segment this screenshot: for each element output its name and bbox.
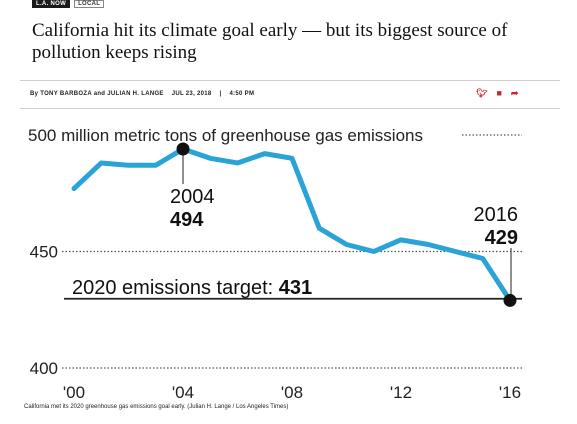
header-divider-bottom <box>20 108 560 109</box>
emissions-series-line <box>71 146 513 303</box>
annotation-2004-year: 2004 <box>170 186 215 208</box>
byline-separator: | <box>219 91 222 97</box>
x-tick-label: '12 <box>390 383 412 402</box>
byline-authors: By TONY BARBOZA and JULIAN H. LANGE <box>30 91 164 97</box>
share-toolbar: 🐦︎ ■ ➦ <box>476 88 518 98</box>
target-label-value: 431 <box>279 277 312 299</box>
y-tick-label: 400 <box>30 359 58 378</box>
x-tick-label: '04 <box>172 383 194 402</box>
annotation-2004-marker <box>176 142 190 156</box>
chart-caption: California met its 2020 greenhouse gas e… <box>24 404 289 410</box>
annotation-2016-year: 2016 <box>474 204 519 226</box>
byline: By TONY BARBOZA and JULIAN H. LANGE JUL … <box>30 91 260 97</box>
tag-local[interactable]: LOCAL <box>74 0 105 8</box>
emissions-line-chart: 400 450 500 million metric tons of greenho… <box>28 126 522 402</box>
x-tick-label: '16 <box>499 383 521 402</box>
annotation-2016-marker <box>503 293 517 307</box>
tag-la-now[interactable]: L.A. NOW <box>32 0 71 8</box>
target-label-text: 2020 emissions target: <box>72 277 279 299</box>
x-tick-label: '08 <box>281 383 303 402</box>
y-tick-label: 450 <box>30 243 58 262</box>
annotation-2016-value: 429 <box>485 227 518 249</box>
share-icon[interactable]: ➦ <box>510 88 519 98</box>
target-label: 2020 emissions target: 431 <box>72 277 312 299</box>
x-tick-label: '00 <box>63 383 85 402</box>
twitter-icon[interactable]: 🐦︎ <box>476 88 488 98</box>
facebook-icon[interactable]: ■ <box>496 88 502 98</box>
byline-date: JUL 23, 2018 <box>171 91 212 97</box>
article-headline: California hit its climate goal early — … <box>32 20 508 63</box>
header-divider-top <box>20 80 560 81</box>
byline-time: 4:50 PM <box>229 91 255 97</box>
chart-title: 500 million metric tons of greenhouse ga… <box>28 126 423 145</box>
section-tags: L.A. NOW LOCAL <box>32 0 105 8</box>
annotation-2004-value: 494 <box>170 209 204 231</box>
